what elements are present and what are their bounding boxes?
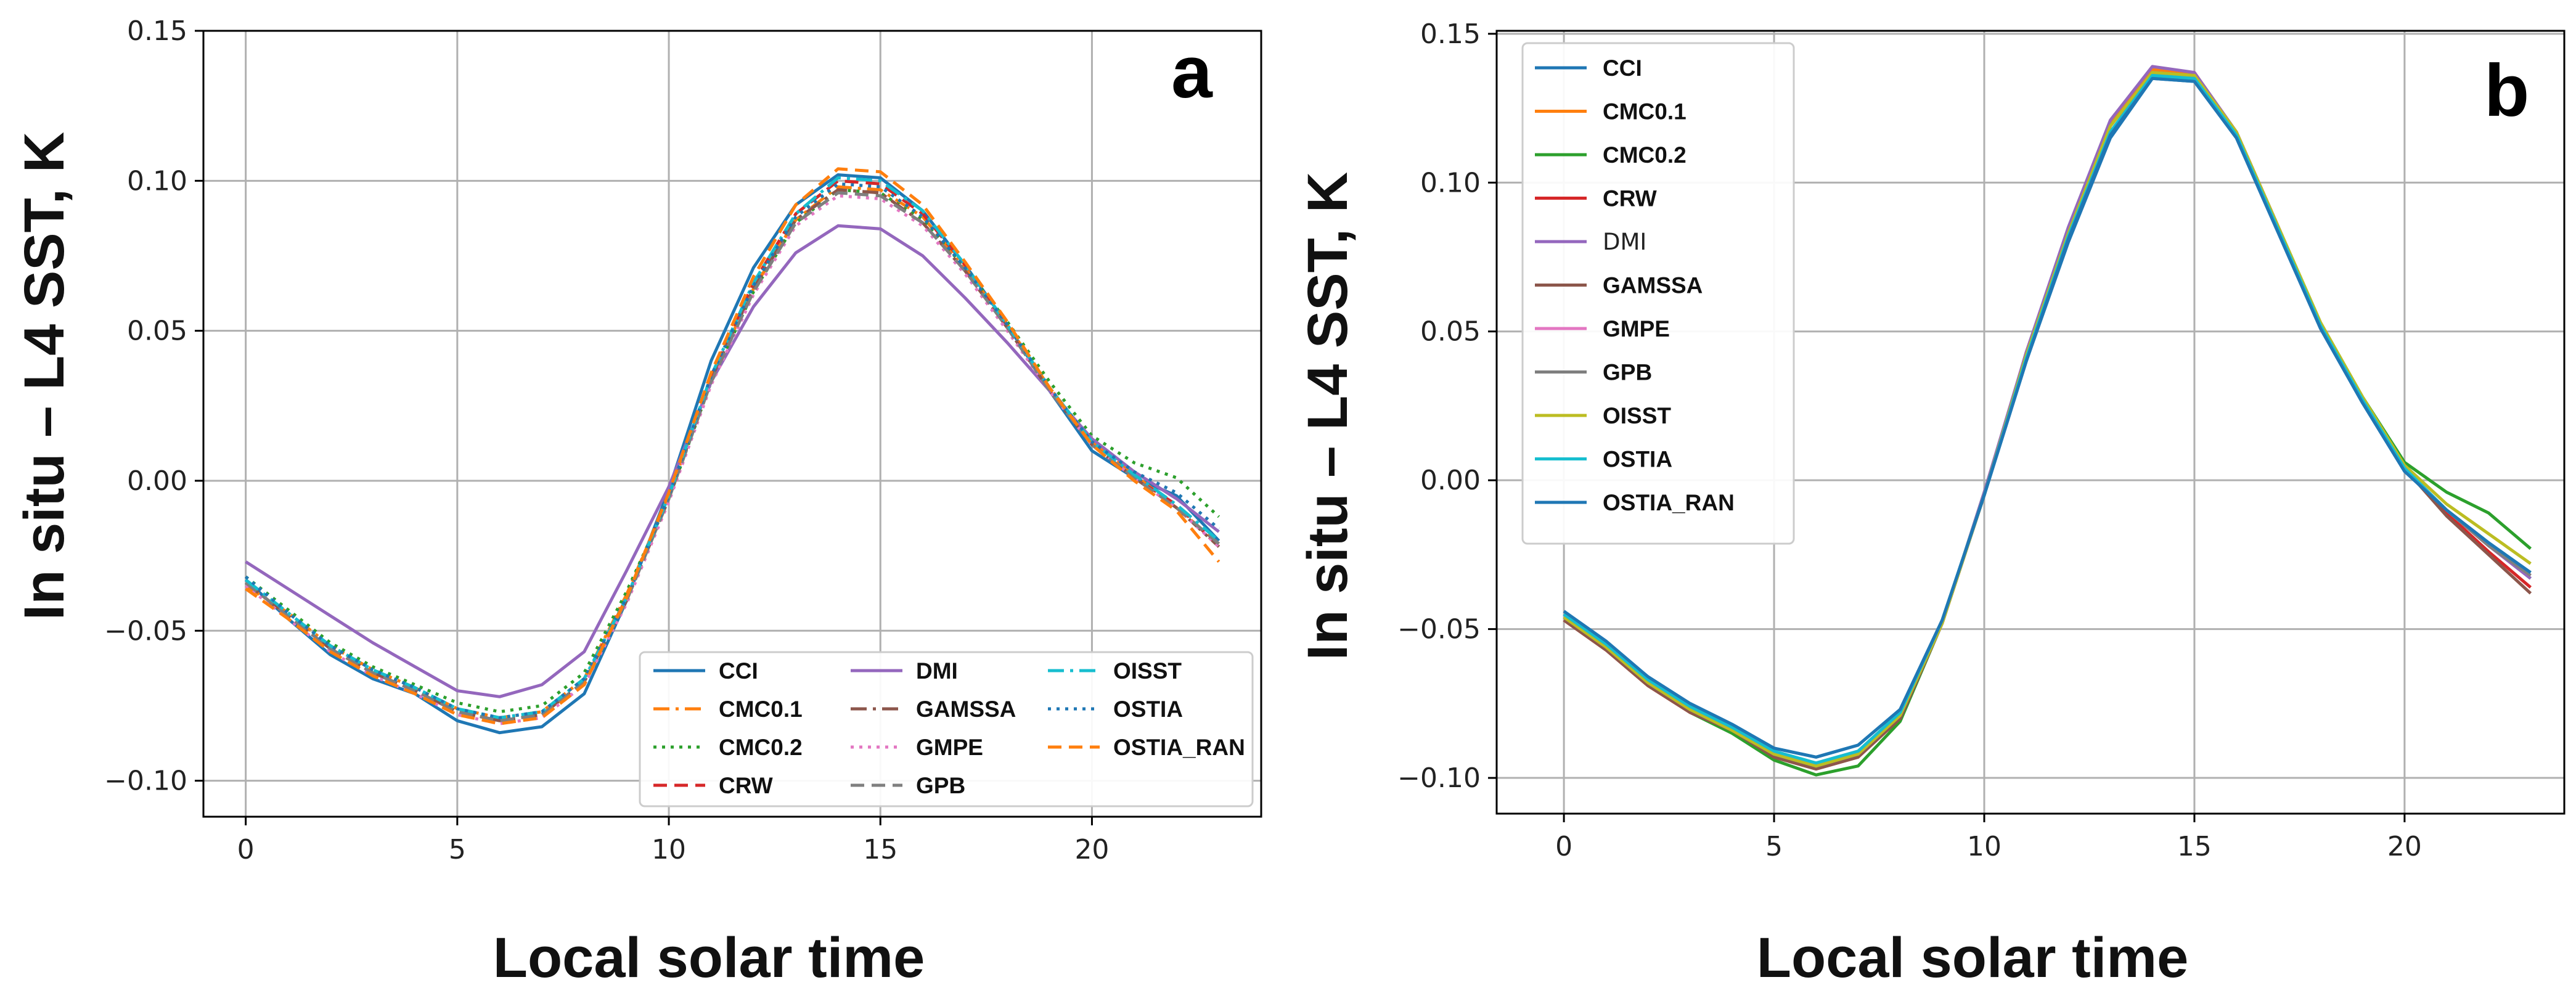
panel-a-legend-label: OISST xyxy=(1113,658,1182,684)
panel-a-series-gmpe xyxy=(245,194,1221,725)
panel-b-legend-label: CMC0.1 xyxy=(1603,99,1687,125)
panel-a-series-crw xyxy=(245,179,1221,722)
panel-a-x-tick-label: 5 xyxy=(449,834,466,865)
panel-a-series-dmi xyxy=(245,224,1220,698)
panel-b-series xyxy=(1563,65,2532,777)
panel-b-legend-label: OSTIA_RAN xyxy=(1603,490,1735,515)
panel-a-x-tick-label: 15 xyxy=(863,834,898,865)
panel-b-x-tick-label: 10 xyxy=(1967,831,2002,862)
panel-a-series-ostia xyxy=(244,182,1221,719)
panel-a-series-cmc0-1 xyxy=(245,185,1221,719)
panel-a-y-tick-label: 0.00 xyxy=(127,465,187,497)
panel-a-y-tick-label: −0.10 xyxy=(104,766,187,797)
panel-b-legend-label: CCI xyxy=(1603,55,1642,81)
panel-b-legend-box xyxy=(1521,42,1795,545)
panel-a-series-cmc0-2 xyxy=(245,188,1221,714)
panel-b-y-tick-label: −0.10 xyxy=(1397,762,1481,794)
panel-b-y-axis-label: In situ – L4 SST, K xyxy=(1296,172,1359,660)
panel-a-series-oisst xyxy=(245,176,1221,719)
panel-b-x-tick-label: 0 xyxy=(1555,831,1572,862)
panel-a-series-ostia-ran xyxy=(245,167,1221,725)
panel-a-legend-label: CMC0.2 xyxy=(719,735,803,760)
panel-a-legend-label: CRW xyxy=(719,773,773,798)
panel-b-legend-label: OSTIA xyxy=(1603,447,1672,472)
panel-a-y-tick-label: 0.10 xyxy=(127,165,187,197)
panel-b-x-ticks: 0 5 10 15 20 xyxy=(1555,814,2422,862)
panel-a-legend-label: GMPE xyxy=(916,735,983,760)
panel-b-legend-label: GAMSSA xyxy=(1603,273,1703,298)
panel-b-y-tick-label: 0.00 xyxy=(1420,465,1481,496)
panel-b-legend-label: GPB xyxy=(1603,360,1652,385)
panel-a-series-gpb xyxy=(245,191,1221,722)
panel-b: 0 5 10 15 20 −0.10−0.050.000.050.100.15 CCIC… xyxy=(1296,18,2566,989)
panel-a-series xyxy=(244,167,1221,735)
panel-b-legend-label: CRW xyxy=(1603,186,1657,211)
panel-b-y-tick-label: 0.05 xyxy=(1420,316,1481,348)
panel-b-x-tick-label: 20 xyxy=(2387,831,2422,862)
panel-a-legend-label: CMC0.1 xyxy=(719,697,803,722)
panel-b-legend-label: CMC0.2 xyxy=(1603,142,1687,168)
panel-a: 0 5 10 15 20 −0.10−0.050.000.050.100.15 CCIC… xyxy=(13,15,1262,989)
panel-a-y-ticks: −0.10 −0.05 0.00 0.05 0.10 0.15 xyxy=(104,15,203,797)
panel-b-y-ticks: −0.10 −0.05 0.00 0.05 0.10 0.15 xyxy=(1397,18,1497,794)
panel-a-legend-label: OSTIA xyxy=(1113,697,1183,722)
panel-a-y-tick-label: 0.15 xyxy=(127,15,187,47)
panel-a-legend-label: CCI xyxy=(719,658,758,684)
panel-a-y-axis-label: In situ – L4 SST, K xyxy=(13,132,76,620)
panel-a-legend-label: OSTIA_RAN xyxy=(1113,735,1245,760)
panel-a-series-gamssa xyxy=(245,188,1221,722)
panel-a-axes-frame xyxy=(202,30,1262,818)
panel-a-legend-label: DMI xyxy=(916,658,958,684)
panel-a-series-cci xyxy=(244,173,1221,735)
panel-b-x-tick-label: 15 xyxy=(2177,831,2212,862)
panel-b-x-axis-label: Local solar time xyxy=(1757,926,2188,989)
panel-a-legend-label: GAMSSA xyxy=(916,697,1016,722)
panel-b-axes-frame xyxy=(1495,30,2566,815)
panel-a-letter: a xyxy=(1171,31,1213,113)
panel-a-x-ticks: 0 5 10 15 20 xyxy=(237,817,1109,865)
panel-a-legend: CCI CMC0.1 CMC0.2 CRW DMI GAMSSA GMPE GPB OISST O… xyxy=(639,651,1254,807)
panel-b-y-tick-label: 0.15 xyxy=(1420,18,1481,50)
panel-a-y-tick-label: 0.05 xyxy=(127,316,187,347)
panel-b-series-ostia-ran xyxy=(1563,76,2532,759)
panel-a-legend-label: GPB xyxy=(916,773,965,798)
panel-b-legend-label: DMI xyxy=(1603,229,1646,255)
panel-a-x-tick-label: 20 xyxy=(1074,834,1109,865)
panel-b-y-tick-label: 0.10 xyxy=(1420,167,1481,198)
panel-a-x-axis-label: Local solar time xyxy=(493,926,925,989)
panel-a-x-tick-label: 10 xyxy=(652,834,686,865)
panel-b-y-tick-label: −0.05 xyxy=(1397,614,1481,645)
panel-b-legend-label: OISST xyxy=(1603,403,1671,428)
panel-a-y-tick-label: −0.05 xyxy=(104,615,187,647)
panel-a-x-tick-label: 0 xyxy=(237,834,255,865)
panel-a-legend-box xyxy=(639,651,1254,807)
panel-b-x-tick-label: 5 xyxy=(1765,831,1783,862)
panel-b-legend: CCI CMC0.1 CMC0.2 CRW DMI GAMSSA GMPE GPB OISST O… xyxy=(1521,42,1795,545)
panel-b-legend-label: GMPE xyxy=(1603,316,1670,341)
panel-b-letter: b xyxy=(2484,49,2529,132)
